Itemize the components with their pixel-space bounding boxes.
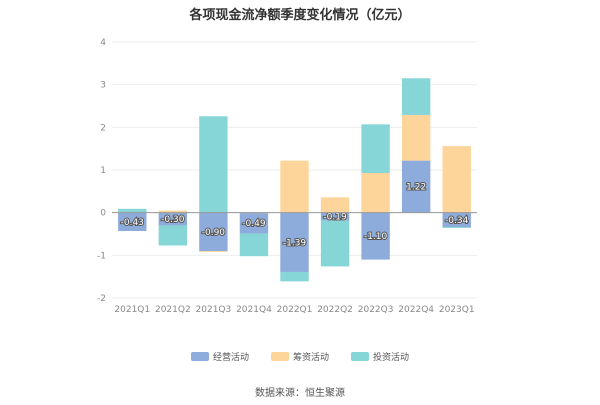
y-tick-label: -1: [97, 251, 106, 261]
x-tick-label: 2021Q4: [236, 305, 272, 315]
bar-1: [442, 146, 471, 213]
bar-1: [320, 197, 350, 213]
data-label: -0.90: [202, 228, 226, 238]
x-tick-label: 2022Q4: [398, 305, 434, 315]
bar-2: [199, 116, 228, 213]
bar-0: [442, 212, 471, 228]
chart-plot: -2 -1 0 1 2 3 4 2021Q1 -0.43 2021Q2 -0.30 2021Q3 -0.…: [97, 38, 477, 315]
x-tick-label: 2022Q3: [358, 305, 394, 315]
bar-2: [442, 227, 471, 229]
legend-label: 筹资活动: [292, 353, 329, 363]
bar-0: [280, 212, 309, 272]
bar-2: [239, 233, 269, 257]
legend-label: 投资活动: [373, 353, 410, 363]
legend: 经营活动 筹资活动 投资活动: [0, 350, 600, 363]
x-tick-label: 2021Q3: [196, 305, 232, 315]
y-tick-label: 2: [100, 123, 106, 133]
bar-2: [158, 225, 188, 246]
legend-item[interactable]: 投资活动: [351, 350, 409, 363]
x-tick-label: 2023Q1: [439, 305, 475, 315]
bar-0: [158, 212, 188, 226]
legend-label: 经营活动: [212, 353, 249, 363]
legend-swatch: [190, 352, 209, 361]
data-label: -1.39: [283, 238, 307, 248]
bar-0: [320, 212, 350, 221]
bar-0: [199, 212, 228, 252]
x-tick-label: 2021Q1: [114, 305, 150, 315]
bar-2: [401, 78, 431, 115]
bar-2: [361, 124, 390, 173]
bar-0: [239, 212, 269, 234]
legend-item[interactable]: 经营活动: [190, 350, 249, 363]
data-label: -0.34: [445, 216, 469, 226]
legend-swatch: [351, 352, 369, 361]
bar-1: [361, 172, 390, 213]
bar-2: [280, 271, 309, 282]
x-tick-label: 2022Q1: [277, 305, 313, 315]
bar-2: [320, 220, 350, 267]
y-tick-label: 1: [100, 166, 106, 176]
y-tick-label: 4: [100, 38, 106, 48]
data-source: 数据来源：恒生聚源: [255, 388, 345, 399]
y-tick-label: 0: [100, 209, 106, 219]
data-label: -0.43: [121, 218, 144, 228]
bar-1: [199, 251, 228, 252]
bar-0: [401, 160, 431, 213]
bar-1: [401, 114, 431, 161]
bar-0: [361, 212, 390, 260]
data-label: 1.22: [406, 183, 426, 193]
bar-2: [118, 208, 147, 213]
x-tick-label: 2021Q2: [155, 305, 191, 315]
legend-swatch: [270, 352, 289, 361]
data-label: -0.30: [161, 215, 185, 225]
y-tick-label: 3: [100, 81, 106, 91]
bar-0: [118, 212, 147, 232]
data-label: -0.49: [242, 219, 266, 229]
chart-title: 各项现金流净额季度变化情况（亿元）: [189, 8, 411, 23]
x-tick-label: 2022Q2: [317, 305, 353, 315]
y-tick-label: -2: [97, 294, 106, 304]
data-label: -1.10: [364, 232, 388, 242]
bar-1: [158, 210, 188, 213]
data-label: -0.19: [323, 213, 347, 223]
legend-item[interactable]: 筹资活动: [270, 350, 329, 363]
bar-1: [280, 160, 309, 213]
